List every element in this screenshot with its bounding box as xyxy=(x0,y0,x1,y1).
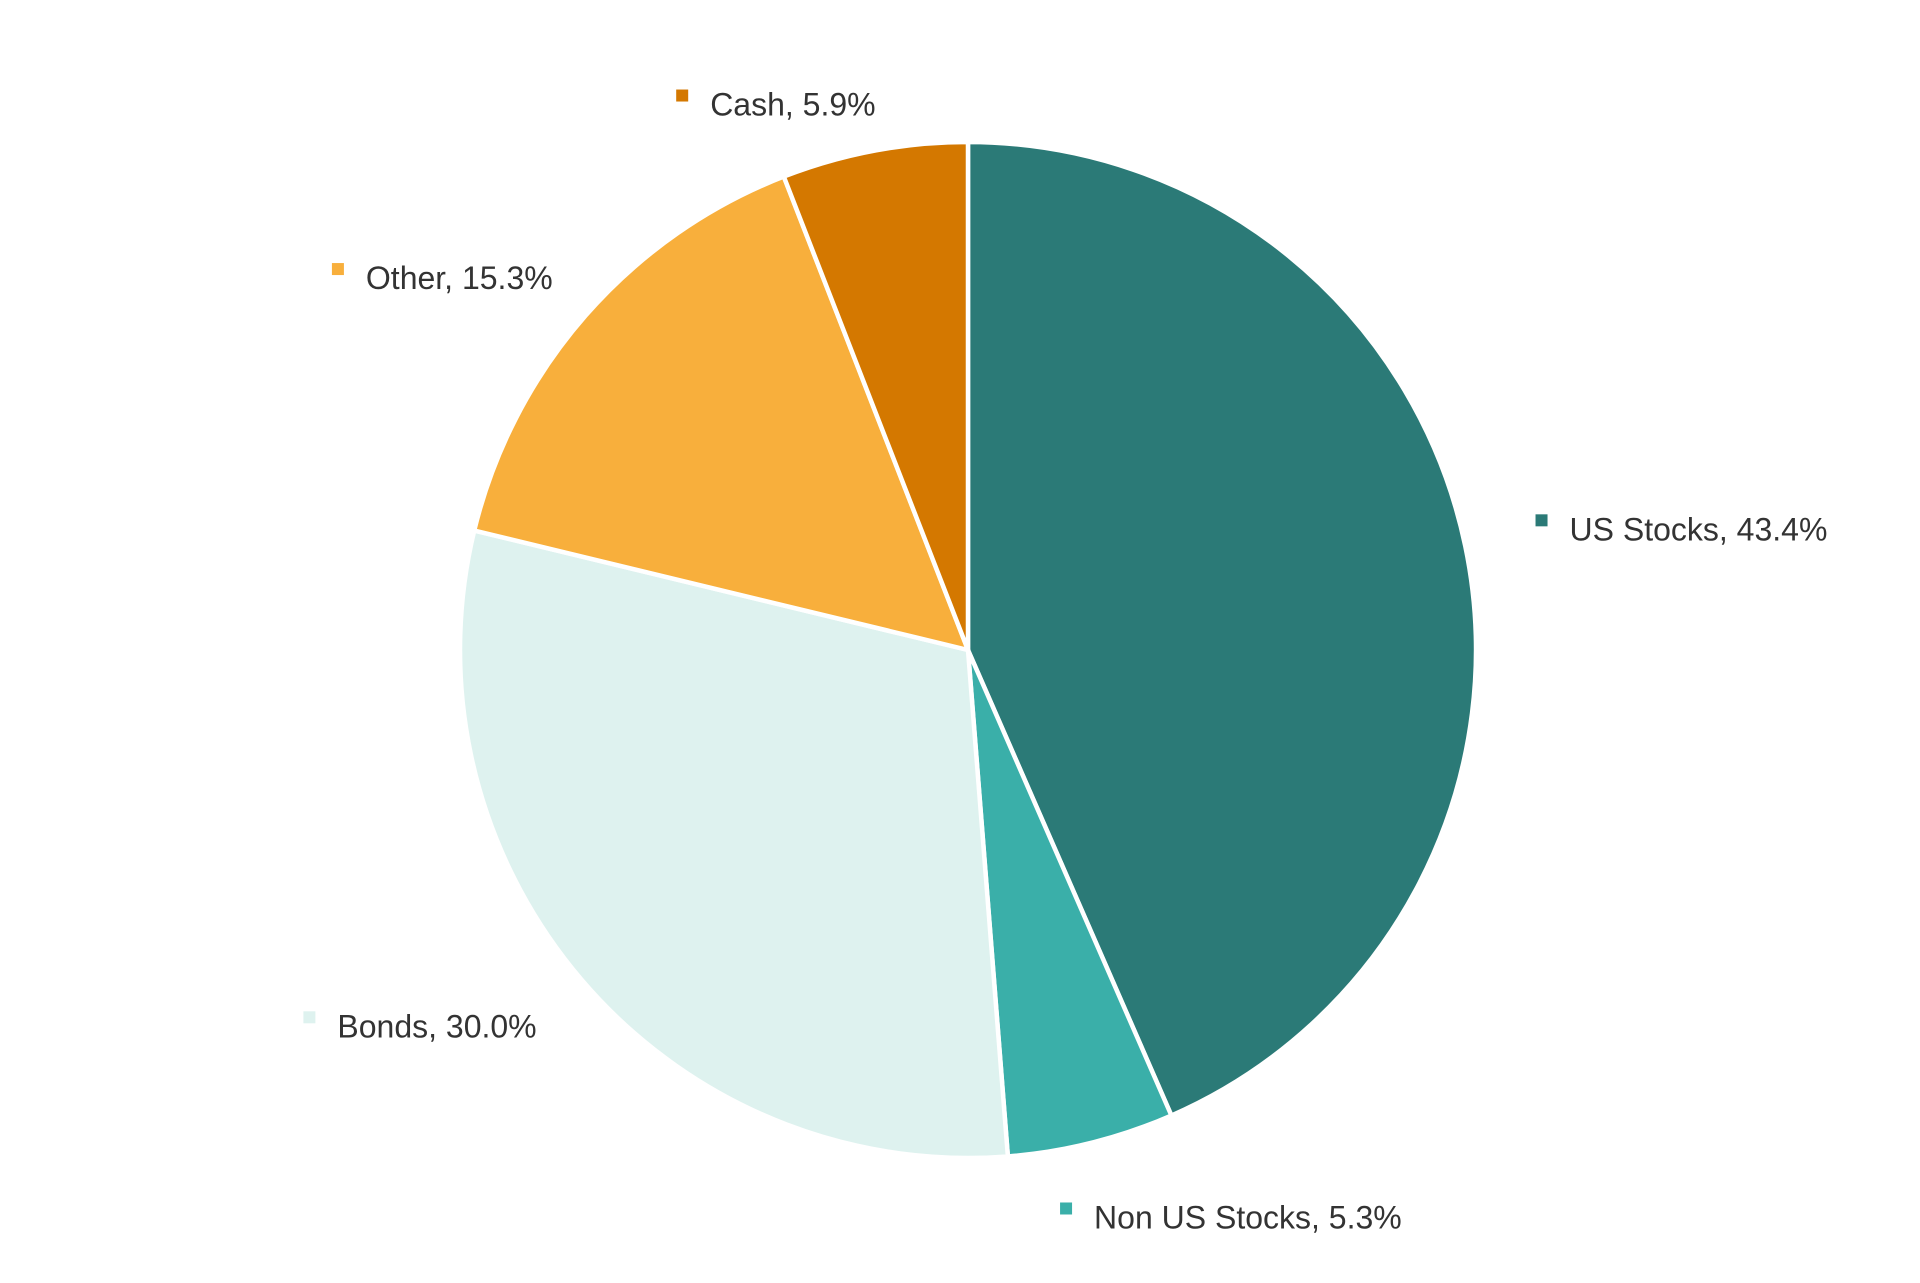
legend-key-marker xyxy=(1535,514,1548,527)
data-label-us-stocks: US Stocks, 43.4% xyxy=(1535,511,1828,547)
pie-slice-cash xyxy=(781,139,971,653)
data-label-text: Other, 15.3% xyxy=(366,260,553,296)
data-label-non-us-stocks: Non US Stocks, 5.3% xyxy=(1060,1199,1402,1235)
data-label-text: US Stocks, 43.4% xyxy=(1570,511,1828,547)
pie-slice-other xyxy=(472,174,971,653)
pie-slice-us-stocks xyxy=(965,139,1479,1118)
pie-slice-non-us-stocks xyxy=(965,647,1174,1159)
legend-key-marker xyxy=(676,89,689,102)
data-label-text: Cash, 5.9% xyxy=(710,87,875,123)
pie-slices xyxy=(457,139,1479,1161)
legend-key-marker xyxy=(331,263,344,276)
data-label-other: Other, 15.3% xyxy=(331,260,553,296)
data-label-cash: Cash, 5.9% xyxy=(676,87,876,123)
pie-slice-bonds xyxy=(457,528,1011,1161)
legend-key-marker xyxy=(303,1011,316,1024)
legend-key-marker xyxy=(1060,1202,1073,1215)
pie-data-labels: US Stocks, 43.4% Non US Stocks, 5.3% Bonds… xyxy=(303,87,1828,1235)
data-label-text: Bonds, 30.0% xyxy=(337,1008,536,1044)
data-label-text: Non US Stocks, 5.3% xyxy=(1094,1199,1402,1235)
data-label-bonds: Bonds, 30.0% xyxy=(303,1008,537,1044)
